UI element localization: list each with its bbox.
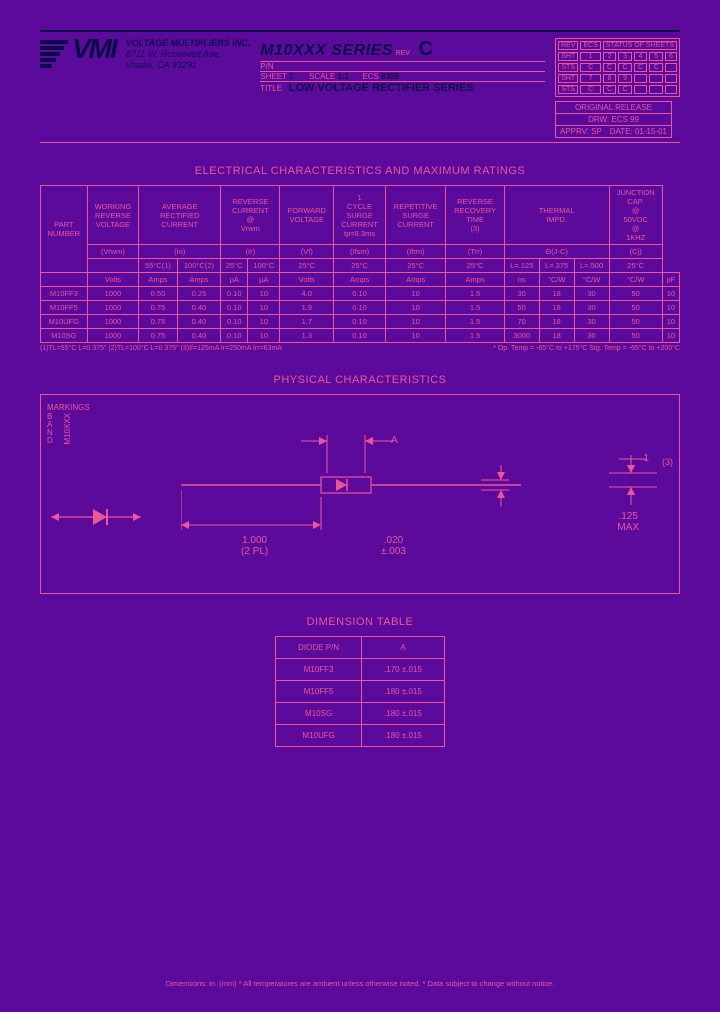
electrical-table: PARTNUMBERWORKINGREVERSEVOLTAGEAVERAGERE… <box>40 185 680 343</box>
diameter-dim-icon <box>569 455 659 525</box>
rev-label: REV <box>396 50 410 57</box>
sheet-row: SHEET 1 SCALE 1:1 ECS 8358 <box>260 72 545 81</box>
bottom-note: Dimensions: in. (mm) * All temperatures … <box>0 979 720 988</box>
dimension-table: DIODE P/NAM10FF3.170 ±.015M10FF5.180 ±.0… <box>275 636 445 747</box>
company-name: VOLTAGE MULTIPLIERS INC. <box>126 38 251 49</box>
rev-letter: C <box>413 38 433 60</box>
title-row: TITLE LOW VOLTAGE RECTIFIER SERIES <box>260 82 545 94</box>
logo-text: VMI <box>72 38 116 70</box>
company-block: VOLTAGE MULTIPLIERS INC. 8711 W. Rooseve… <box>126 38 251 70</box>
revision-table: REVECSSTATUS OF SHEETSSHT123456STSCCCCCS… <box>555 38 680 97</box>
markings-label: MARKINGS <box>47 403 90 412</box>
section-phys-title: PHYSICAL CHARACTERISTICS <box>40 374 680 386</box>
physical-diagram: MARKINGS B A N D M10XXX <box>40 394 680 594</box>
title-block: M10XXX SERIES REV C P/N SHEET 1 SCALE 1:… <box>260 38 545 94</box>
pn-row: P/N <box>260 62 545 71</box>
company-addr1: 8711 W. Roosevelt Ave. <box>126 49 251 60</box>
company-addr2: Visalia, CA 93291 <box>126 60 251 71</box>
header: VMI VOLTAGE MULTIPLIERS INC. 8711 W. Roo… <box>40 38 680 143</box>
logo-bars-icon <box>40 40 68 70</box>
section-elec-title: ELECTRICAL CHARACTERISTICS AND MAXIMUM R… <box>40 165 680 177</box>
elec-footnote: (1)TL=55°C L=0.375" (2)TL=100°C L=0.375"… <box>40 345 680 352</box>
series-title: M10XXX SERIES <box>260 42 393 59</box>
diode-symbol-icon <box>51 505 141 529</box>
original-release: ORIGINAL RELEASE DRW: ECS 99 APPRV: SPDA… <box>555 101 672 138</box>
section-dim-title: DIMENSION TABLE <box>40 616 680 628</box>
component-drawing-icon <box>181 425 541 575</box>
rev-block: REVECSSTATUS OF SHEETSSHT123456STSCCCCCS… <box>555 38 680 138</box>
